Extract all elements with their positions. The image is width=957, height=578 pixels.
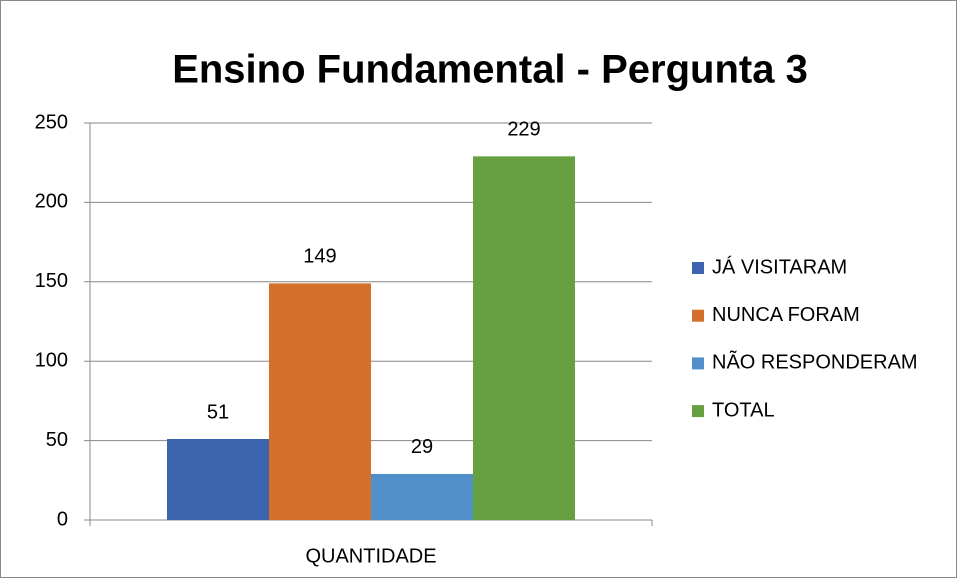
data-label: 29 xyxy=(411,436,433,458)
bar xyxy=(371,473,474,520)
legend-swatch xyxy=(692,405,704,418)
legend-swatch xyxy=(692,262,704,274)
y-tick-label: 100 xyxy=(35,349,68,371)
y-tick-label: 200 xyxy=(35,191,68,213)
bar xyxy=(268,283,371,520)
x-tick-label: QUANTIDADE xyxy=(305,545,436,567)
y-tick-label: 50 xyxy=(46,429,68,451)
data-label: 51 xyxy=(207,401,229,423)
legend-label: NUNCA FORAM xyxy=(712,304,860,326)
legend-label: JÁ VISITARAM xyxy=(712,255,847,278)
data-label: 229 xyxy=(507,119,540,141)
y-tick-label: 250 xyxy=(35,111,68,133)
y-tick-label: 150 xyxy=(35,270,68,292)
bar xyxy=(166,439,269,520)
data-label: 149 xyxy=(303,246,336,268)
legend-swatch xyxy=(692,309,704,322)
legend-swatch xyxy=(692,357,704,370)
bar xyxy=(473,156,576,520)
legend-label: TOTAL xyxy=(712,399,775,421)
legend-label: NÃO RESPONDERAM xyxy=(712,350,918,374)
chart-title: Ensino Fundamental - Pergunta 3 xyxy=(172,48,808,92)
y-tick-label: 0 xyxy=(57,508,68,530)
